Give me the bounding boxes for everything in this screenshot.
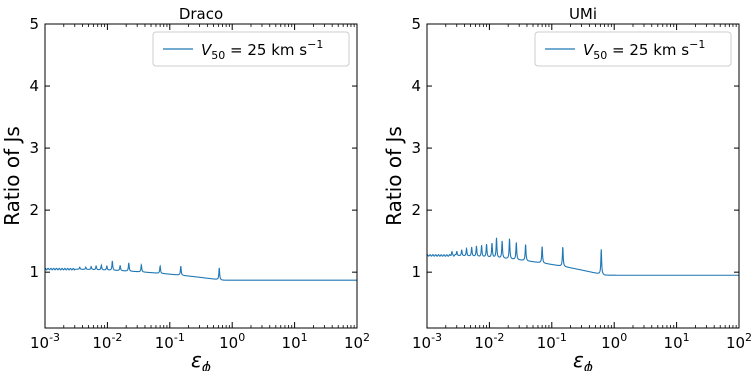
legend-label: V50 = 25 km s−1 <box>201 38 323 62</box>
y-tick-label: 1 <box>411 263 421 281</box>
x-tick-base: 10 <box>474 334 493 352</box>
y-tick-label: 3 <box>411 139 421 157</box>
y-tick-label: 3 <box>29 139 39 157</box>
y-tick-label: 4 <box>411 77 421 95</box>
x-tick-base: 10 <box>155 334 174 352</box>
x-tick-label: 10-3 <box>412 331 442 352</box>
x-axis-label: εϕ <box>191 348 211 371</box>
legend-symbol: V <box>583 41 595 59</box>
x-tick-base: 10 <box>219 334 238 352</box>
y-axis-label: Ratio of Js <box>382 126 406 226</box>
x-axis-subscript: ϕ <box>202 360 211 371</box>
y-tick-label: 5 <box>411 15 421 33</box>
x-tick-exponent: 0 <box>238 331 245 344</box>
legend-label: V50 = 25 km s−1 <box>583 38 705 62</box>
x-tick-exponent: 2 <box>745 331 752 344</box>
x-tick-label: 10-1 <box>537 331 567 352</box>
x-tick-label: 100 <box>601 331 627 352</box>
x-tick-base: 10 <box>92 334 111 352</box>
x-axis-symbol: ε <box>191 348 202 371</box>
legend-symbol: V <box>201 41 213 59</box>
x-tick-base: 10 <box>601 334 620 352</box>
axes-frame <box>426 23 740 329</box>
x-tick-exponent: 1 <box>301 331 308 344</box>
x-tick-exponent: 0 <box>620 331 627 344</box>
x-tick-exponent: -3 <box>49 331 60 344</box>
legend-subscript: 50 <box>211 49 225 62</box>
x-tick-base: 10 <box>30 334 49 352</box>
x-tick-exponent: -2 <box>111 331 122 344</box>
legend-superscript: −1 <box>307 38 323 51</box>
legend-box <box>152 31 350 67</box>
y-tick-label: 2 <box>29 201 39 219</box>
x-tick-base: 10 <box>664 334 683 352</box>
x-tick-label: 10-2 <box>474 331 504 352</box>
x-tick-label: 101 <box>282 331 308 352</box>
series-line-umi <box>426 237 739 276</box>
x-tick-base: 10 <box>726 334 745 352</box>
x-tick-label: 102 <box>726 331 752 352</box>
legend-box <box>534 31 732 67</box>
x-tick-exponent: -1 <box>556 331 567 344</box>
series-line-draco <box>44 260 357 281</box>
legend-superscript: −1 <box>689 38 705 51</box>
legend-text-main: = 25 km s <box>607 41 689 59</box>
x-tick-exponent: -2 <box>493 331 504 344</box>
x-axis-subscript: ϕ <box>584 360 593 371</box>
y-tick-label: 1 <box>29 263 39 281</box>
legend-subscript: 50 <box>593 49 607 62</box>
y-axis-label: Ratio of Js <box>0 126 24 226</box>
x-tick-exponent: 2 <box>363 331 370 344</box>
x-tick-label: 101 <box>664 331 690 352</box>
panel-title: UMi <box>569 5 597 23</box>
x-tick-base: 10 <box>282 334 301 352</box>
x-axis-label: εϕ <box>573 348 593 371</box>
x-tick-base: 10 <box>344 334 363 352</box>
x-tick-base: 10 <box>412 334 431 352</box>
x-tick-base: 10 <box>537 334 556 352</box>
x-tick-label: 102 <box>344 331 370 352</box>
y-tick-label: 4 <box>29 77 39 95</box>
x-tick-exponent: -3 <box>431 331 442 344</box>
y-tick-label: 2 <box>411 201 421 219</box>
x-axis-symbol: ε <box>573 348 584 371</box>
x-tick-label: 10-1 <box>155 331 185 352</box>
x-tick-exponent: -1 <box>174 331 185 344</box>
y-tick-label: 5 <box>29 15 39 33</box>
legend-text-main: = 25 km s <box>225 41 307 59</box>
x-tick-label: 100 <box>219 331 245 352</box>
x-tick-label: 10-2 <box>92 331 122 352</box>
panel-title: Draco <box>179 5 223 23</box>
axes-frame <box>44 23 358 329</box>
x-tick-label: 10-3 <box>30 331 60 352</box>
x-tick-exponent: 1 <box>683 331 690 344</box>
